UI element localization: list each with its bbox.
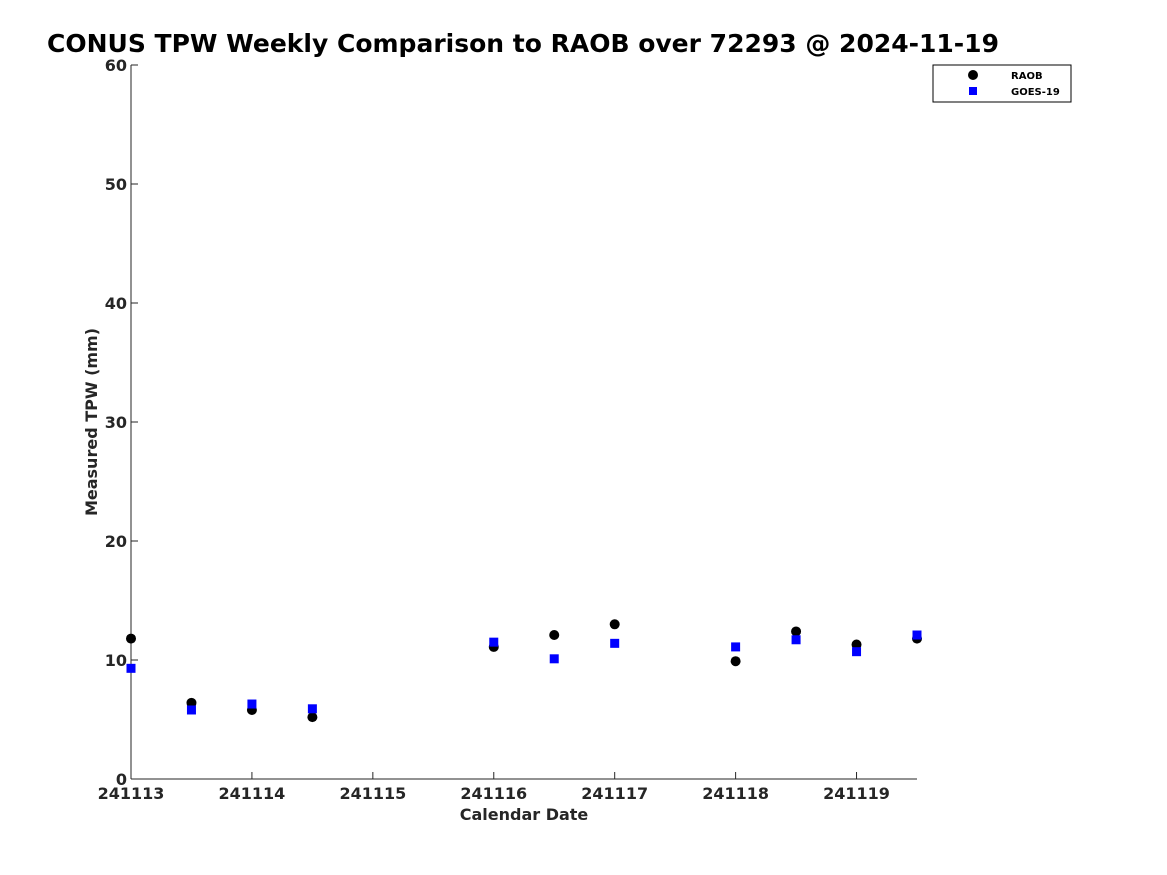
axes: [130, 65, 917, 780]
goes-19-point: [791, 635, 801, 645]
chart-title: CONUS TPW Weekly Comparison to RAOB over…: [47, 29, 999, 58]
x-tick-label: 241119: [823, 784, 890, 803]
goes-19-point: [852, 647, 862, 657]
y-tick-label: 30: [105, 413, 127, 432]
legend-marker-goes-19: [969, 87, 977, 95]
legend-label-goes-19: GOES-19: [1011, 87, 1060, 98]
x-tick-label: 241114: [219, 784, 286, 803]
legend-items: RAOB GOES-19: [968, 70, 1060, 98]
goes-19-point: [610, 638, 620, 648]
raob-point: [609, 619, 620, 630]
x-tick-label: 241116: [460, 784, 527, 803]
y-tick-label: 40: [105, 294, 127, 313]
x-ticks: 241113 241114 241115 241116 241117 241118 2411…: [98, 772, 890, 803]
legend-box: [932, 64, 1072, 103]
raob-point: [730, 656, 741, 667]
legend: RAOB GOES-19: [932, 64, 1072, 103]
y-ticks: 0 10 20 30 40 50 60: [105, 56, 138, 789]
goes-19-point: [307, 704, 317, 714]
goes-19-point: [186, 705, 196, 715]
series-raob: [126, 619, 922, 723]
raob-point: [307, 712, 318, 723]
x-tick-label: 241113: [98, 784, 165, 803]
y-tick-label: 0: [116, 770, 127, 789]
raob-point: [791, 626, 802, 637]
series-goes-19: [126, 630, 922, 715]
raob-point: [126, 633, 136, 644]
y-tick-label: 20: [105, 532, 127, 551]
goes-19-point: [549, 654, 559, 664]
raob-point: [186, 697, 197, 708]
goes-19-point: [731, 642, 741, 652]
y-tick-label: 10: [105, 651, 127, 670]
goes-19-point: [912, 630, 922, 640]
x-tick-label: 241118: [702, 784, 769, 803]
x-tick-label: 241117: [581, 784, 648, 803]
y-axis-label: Measured TPW (mm): [82, 328, 101, 516]
goes-19-point: [126, 663, 136, 673]
y-tick-label: 60: [105, 56, 127, 75]
data-points: [126, 619, 922, 723]
legend-marker-raob: [968, 70, 978, 80]
x-axis-label: Calendar Date: [460, 805, 589, 824]
raob-point: [549, 630, 560, 641]
goes-19-point: [247, 699, 257, 709]
raob-point: [851, 639, 862, 650]
legend-label-raob: RAOB: [1011, 71, 1043, 82]
x-tick-label: 241115: [339, 784, 406, 803]
goes-19-point: [489, 637, 499, 647]
y-tick-label: 50: [105, 175, 127, 194]
